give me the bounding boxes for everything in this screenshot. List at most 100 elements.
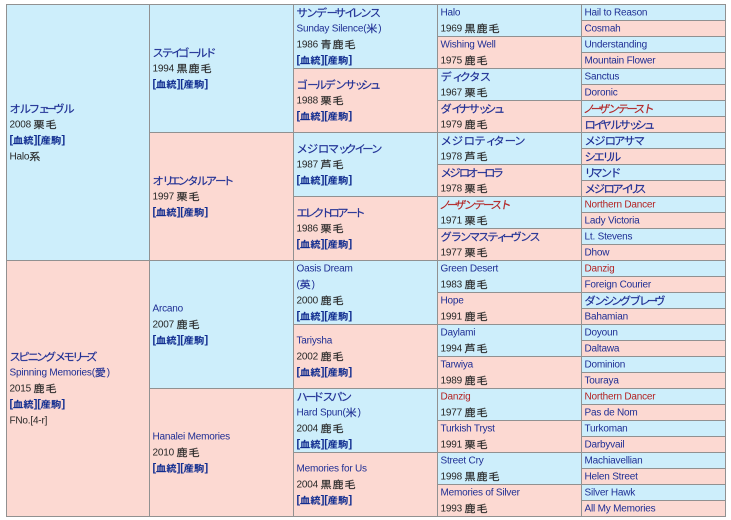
svg-text:]: ] xyxy=(349,54,353,66)
svg-text:): ) xyxy=(107,368,110,379)
svg-text:1988: 1988 xyxy=(297,96,319,107)
svg-text:[: [ xyxy=(297,54,301,66)
svg-text:1986: 1986 xyxy=(297,224,319,235)
svg-text:Dhow: Dhow xyxy=(585,248,611,259)
svg-text:[: [ xyxy=(297,366,301,378)
svg-text:][: ][ xyxy=(321,174,328,186)
svg-text:Turkoman: Turkoman xyxy=(585,424,628,435)
svg-text:][: ][ xyxy=(177,78,184,90)
svg-text:Foreign Courier: Foreign Courier xyxy=(585,280,652,291)
svg-text:): ) xyxy=(312,280,315,291)
svg-text:2004: 2004 xyxy=(297,480,319,491)
svg-text:Halo: Halo xyxy=(10,152,30,163)
svg-text:Hail to Reason: Hail to Reason xyxy=(585,8,648,19)
svg-text:Lt. Stevens: Lt. Stevens xyxy=(585,232,633,243)
svg-text:Silver Hawk: Silver Hawk xyxy=(585,488,637,499)
svg-text:Memories for Us: Memories for Us xyxy=(297,464,368,475)
svg-text:1986: 1986 xyxy=(297,40,319,51)
svg-text:Tariysha: Tariysha xyxy=(297,336,333,347)
svg-text:]: ] xyxy=(349,366,353,378)
svg-text:): ) xyxy=(358,408,361,419)
svg-text:][: ][ xyxy=(177,206,184,218)
svg-text:1979: 1979 xyxy=(441,120,463,131)
svg-text:(: ( xyxy=(297,280,301,291)
svg-text:Mountain Flower: Mountain Flower xyxy=(585,56,657,67)
svg-text:]: ] xyxy=(349,310,353,322)
svg-text:Cosmah: Cosmah xyxy=(585,24,621,35)
svg-text:1991: 1991 xyxy=(441,312,463,323)
svg-text:]: ] xyxy=(205,462,209,474)
svg-text:Bahamian: Bahamian xyxy=(585,312,628,323)
svg-text:All My Memories: All My Memories xyxy=(585,504,656,515)
svg-text:1971: 1971 xyxy=(441,216,463,227)
svg-text:]: ] xyxy=(349,494,353,506)
svg-text:Tarwiya: Tarwiya xyxy=(441,360,474,371)
svg-text:1977: 1977 xyxy=(441,248,463,259)
svg-text:Northern Dancer: Northern Dancer xyxy=(585,392,657,403)
svg-text:1975: 1975 xyxy=(441,56,463,67)
svg-text:1987: 1987 xyxy=(297,160,319,171)
svg-text:): ) xyxy=(378,24,381,35)
svg-text:[: [ xyxy=(153,78,157,90)
svg-text:][: ][ xyxy=(321,110,328,122)
svg-text:Sunday Silence(: Sunday Silence( xyxy=(297,24,368,35)
svg-text:Pas de Nom: Pas de Nom xyxy=(585,408,638,419)
svg-text:[: [ xyxy=(297,438,301,450)
svg-text:][: ][ xyxy=(34,398,41,410)
svg-text:][: ][ xyxy=(321,494,328,506)
svg-text:Touraya: Touraya xyxy=(585,376,620,387)
svg-text:Sanctus: Sanctus xyxy=(585,72,620,83)
svg-text:2010: 2010 xyxy=(153,448,175,459)
svg-text:]: ] xyxy=(349,438,353,450)
svg-text:[: [ xyxy=(153,462,157,474)
svg-text:2008: 2008 xyxy=(10,120,32,131)
svg-text:][: ][ xyxy=(321,366,328,378)
svg-text:[: [ xyxy=(297,174,301,186)
svg-text:1991: 1991 xyxy=(441,440,463,451)
svg-text:][: ][ xyxy=(321,54,328,66)
svg-text:1997: 1997 xyxy=(153,192,175,203)
svg-text:[: [ xyxy=(297,494,301,506)
svg-text:2015: 2015 xyxy=(10,384,32,395)
svg-text:]: ] xyxy=(205,334,209,346)
svg-text:1993: 1993 xyxy=(441,504,463,515)
svg-text:][: ][ xyxy=(321,310,328,322)
svg-text:2004: 2004 xyxy=(297,424,319,435)
svg-text:1989: 1989 xyxy=(441,376,463,387)
svg-text:Machiavellian: Machiavellian xyxy=(585,456,643,467)
svg-text:Daltawa: Daltawa xyxy=(585,344,620,355)
svg-text:]: ] xyxy=(205,78,209,90)
svg-text:Street Cry: Street Cry xyxy=(441,456,484,467)
svg-text:Doyoun: Doyoun xyxy=(585,328,618,339)
svg-text:1978: 1978 xyxy=(441,152,463,163)
svg-text:1977: 1977 xyxy=(441,408,463,419)
svg-text:Dominion: Dominion xyxy=(585,360,626,371)
svg-text:][: ][ xyxy=(321,438,328,450)
svg-text:][: ][ xyxy=(177,334,184,346)
svg-text:[: [ xyxy=(153,334,157,346)
svg-text:Hard Spun(: Hard Spun( xyxy=(297,408,347,419)
svg-text:Understanding: Understanding xyxy=(585,40,647,51)
svg-text:[: [ xyxy=(297,110,301,122)
svg-text:Memories of Silver: Memories of Silver xyxy=(441,488,521,499)
svg-text:Northern Dancer: Northern Dancer xyxy=(585,200,657,211)
svg-text:Arcano: Arcano xyxy=(153,304,184,315)
svg-text:]: ] xyxy=(349,174,353,186)
svg-text:[: [ xyxy=(297,238,301,250)
svg-text:]: ] xyxy=(205,206,209,218)
svg-text:Hanalei Memories: Hanalei Memories xyxy=(153,432,231,443)
svg-text:1994: 1994 xyxy=(153,64,175,75)
svg-text:Darbyvail: Darbyvail xyxy=(585,440,625,451)
svg-text:1983: 1983 xyxy=(441,280,463,291)
svg-text:1994: 1994 xyxy=(441,344,463,355)
svg-text:][: ][ xyxy=(177,462,184,474)
svg-text:]: ] xyxy=(62,134,66,146)
svg-text:2000: 2000 xyxy=(297,296,319,307)
svg-text:Halo: Halo xyxy=(441,8,461,19)
svg-text:Danzig: Danzig xyxy=(441,392,471,403)
svg-text:Lady Victoria: Lady Victoria xyxy=(585,216,641,227)
svg-text:1969: 1969 xyxy=(441,24,463,35)
svg-text:[: [ xyxy=(10,134,14,146)
svg-text:2002: 2002 xyxy=(297,352,319,363)
svg-text:1978: 1978 xyxy=(441,184,463,195)
